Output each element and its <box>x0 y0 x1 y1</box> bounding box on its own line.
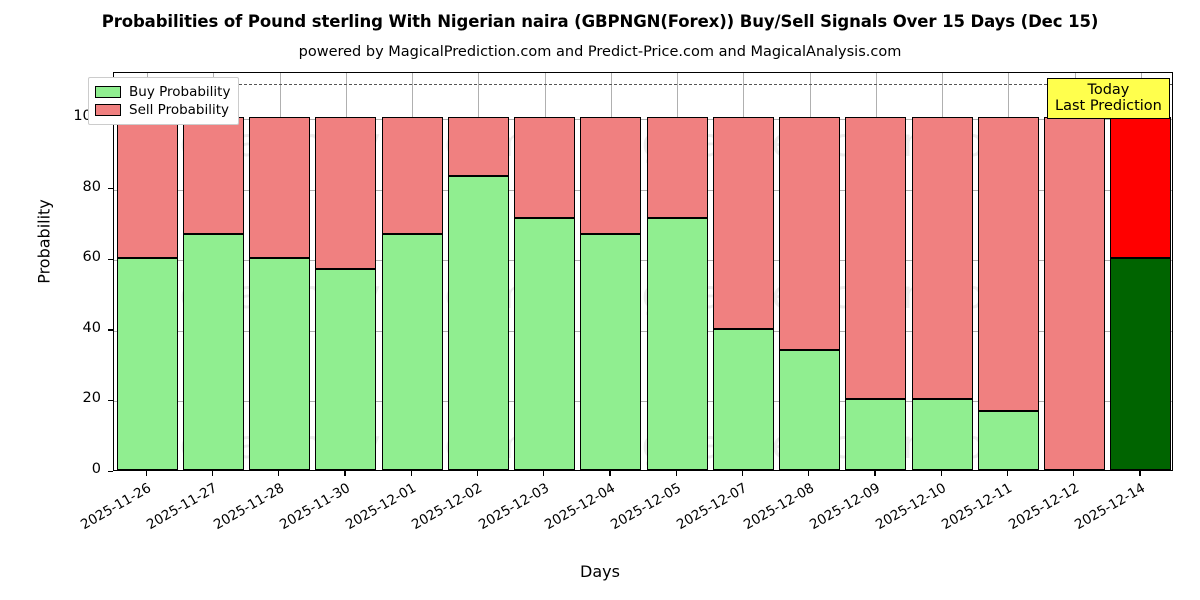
bar-segment-sell[interactable] <box>712 116 774 329</box>
bar-group[interactable] <box>116 73 178 470</box>
x-axis-label: Days <box>580 562 620 581</box>
bar-segment-buy[interactable] <box>249 258 311 470</box>
legend-label-buy: Buy Probability <box>129 84 231 100</box>
bar-segment-sell[interactable] <box>116 116 178 259</box>
y-axis-label: Probability <box>34 199 54 284</box>
bar-segment-sell[interactable] <box>1044 116 1106 470</box>
bar-segment-buy[interactable] <box>977 411 1039 470</box>
bar-group[interactable] <box>911 73 973 470</box>
gridline-horizontal <box>114 330 1172 332</box>
x-tick-mark <box>675 471 677 476</box>
bar-segment-buy[interactable] <box>116 258 178 470</box>
x-tick-mark <box>940 471 942 476</box>
bar-segment-buy[interactable] <box>182 234 244 470</box>
y-tick-label: 20 <box>82 390 101 407</box>
bar-group[interactable] <box>1044 73 1106 470</box>
x-tick-mark <box>476 471 479 476</box>
bars-layer <box>114 73 1172 470</box>
bar-segment-sell[interactable] <box>580 116 642 235</box>
bar-segment-buy[interactable] <box>1110 258 1172 470</box>
x-tick-mark <box>1006 471 1009 476</box>
legend-swatch-sell-icon <box>95 104 121 116</box>
x-tick-mark <box>1073 471 1075 476</box>
bar-segment-buy[interactable] <box>845 399 907 470</box>
bar-segment-sell[interactable] <box>1110 116 1172 259</box>
y-tick-mark <box>108 329 113 331</box>
legend-item-buy: Buy Probability <box>95 83 230 101</box>
gridline-horizontal <box>114 260 1172 262</box>
x-tick-mark <box>609 471 611 476</box>
bar-group[interactable] <box>182 73 244 470</box>
y-tick-label: 80 <box>82 178 101 195</box>
x-tick-mark <box>410 471 412 476</box>
y-tick-label: 40 <box>82 319 101 336</box>
x-tick-mark <box>741 471 744 476</box>
chart-title: Probabilities of Pound sterling With Nig… <box>101 12 1099 31</box>
bar-group[interactable] <box>514 73 576 470</box>
bar-segment-buy[interactable] <box>315 268 377 470</box>
chart-subtitle: powered by MagicalPrediction.com and Pre… <box>298 44 902 60</box>
bar-group[interactable] <box>646 73 708 470</box>
bar-group[interactable] <box>977 73 1039 470</box>
bar-group[interactable] <box>315 73 377 470</box>
bar-segment-buy[interactable] <box>911 399 973 470</box>
bar-group[interactable] <box>249 73 311 470</box>
y-tick-mark <box>108 258 113 260</box>
bar-segment-sell[interactable] <box>845 116 907 400</box>
bar-segment-sell[interactable] <box>977 116 1039 412</box>
legend-label-sell: Sell Probability <box>129 102 230 118</box>
y-tick-label: 60 <box>82 249 101 266</box>
bar-segment-sell[interactable] <box>182 116 244 235</box>
bar-segment-buy[interactable] <box>646 217 708 470</box>
bar-segment-sell[interactable] <box>514 116 576 218</box>
gridline-horizontal <box>114 118 1172 120</box>
x-tick-mark <box>1139 471 1141 476</box>
y-tick-mark <box>108 188 113 190</box>
bar-segment-sell[interactable] <box>249 116 311 259</box>
x-tick-mark <box>211 471 214 476</box>
bar-group[interactable] <box>845 73 907 470</box>
y-tick-mark <box>108 399 113 402</box>
plot-area: MagicalAnalysis.comMagicalPrediction.com… <box>113 72 1173 471</box>
bar-group[interactable] <box>447 73 509 470</box>
bar-segment-sell[interactable] <box>646 116 708 218</box>
x-tick-mark <box>543 471 545 476</box>
bar-group[interactable] <box>580 73 642 470</box>
y-tick-label: 0 <box>91 461 101 477</box>
threshold-line <box>114 83 1172 85</box>
bar-segment-sell[interactable] <box>447 116 509 176</box>
x-tick-mark <box>278 471 280 476</box>
bar-group[interactable] <box>381 73 443 470</box>
today-annotation-line2: Last Prediction <box>1055 98 1162 115</box>
bar-segment-sell[interactable] <box>315 116 377 269</box>
bar-group[interactable] <box>712 73 774 470</box>
gridline-horizontal <box>114 401 1172 403</box>
bar-today[interactable] <box>1110 73 1172 470</box>
bar-segment-sell[interactable] <box>911 116 973 400</box>
y-tick-mark <box>108 470 113 472</box>
today-annotation-line1: Today <box>1087 82 1130 98</box>
bar-segment-buy[interactable] <box>779 349 841 470</box>
bar-segment-sell[interactable] <box>779 116 841 350</box>
bar-segment-buy[interactable] <box>712 328 774 470</box>
bar-segment-sell[interactable] <box>381 116 443 235</box>
today-annotation: Today Last Prediction <box>1047 78 1170 120</box>
bar-group[interactable] <box>779 73 841 470</box>
gridline-horizontal <box>114 189 1172 191</box>
x-tick-mark <box>808 471 810 476</box>
bar-segment-buy[interactable] <box>514 217 576 470</box>
x-tick-mark <box>145 471 147 476</box>
bar-segment-buy[interactable] <box>580 234 642 470</box>
bar-segment-buy[interactable] <box>381 234 443 470</box>
chart-legend: Buy Probability Sell Probability <box>88 77 240 125</box>
bar-segment-buy[interactable] <box>447 175 509 470</box>
x-tick-mark <box>344 471 346 476</box>
x-tick-mark <box>874 471 876 476</box>
legend-item-sell: Sell Probability <box>95 101 230 119</box>
legend-swatch-buy-icon <box>95 86 121 98</box>
